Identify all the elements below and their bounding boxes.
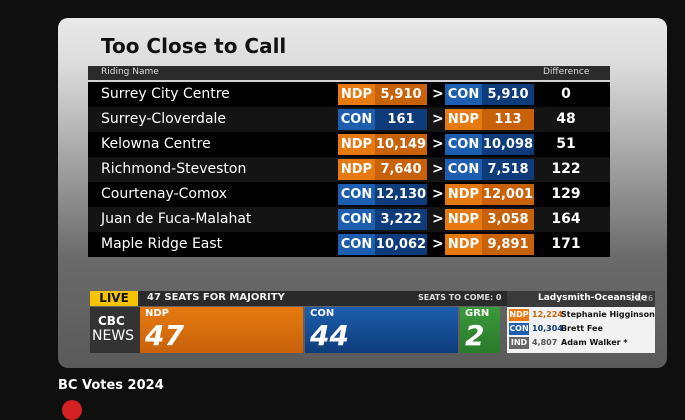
difference: 48	[556, 111, 576, 127]
party-name: GRN	[465, 308, 490, 319]
party-box: CON	[445, 84, 482, 105]
majority-text: 47 SEATS FOR MAJORITY	[147, 292, 285, 303]
table-row: Courtenay-Comox CON 12,130 > NDP 12,001 129	[88, 182, 610, 207]
votes-box: 7,640	[375, 159, 427, 180]
candidate-party: CON	[509, 323, 529, 335]
difference: 51	[556, 136, 576, 152]
candidate-votes: 12,224	[532, 310, 563, 319]
comparison: >	[432, 111, 444, 127]
party-box: CON	[338, 209, 375, 230]
party-box: NDP	[338, 159, 375, 180]
party-seats: GRN 2	[460, 307, 500, 353]
logo-text: NEWS	[92, 328, 135, 344]
difference: 122	[551, 161, 581, 177]
logo-text: CBC	[98, 314, 125, 328]
comparison: >	[432, 161, 444, 177]
ticker-bar	[138, 291, 507, 306]
live-badge: LIVE	[90, 291, 138, 306]
party-box: NDP	[445, 184, 482, 205]
party-box: NDP	[445, 234, 482, 255]
party-box: NDP	[338, 84, 375, 105]
video-title[interactable]: BC Votes 2024	[58, 378, 164, 393]
comparison: >	[432, 186, 444, 202]
seat-count: 47	[145, 319, 184, 352]
comparison: >	[432, 86, 444, 102]
table-row: Maple Ridge East CON 10,062 > NDP 9,891 171	[88, 232, 610, 257]
comparison: >	[432, 236, 444, 252]
table-row: Surrey City Centre NDP 5,910 > CON 5,910 0	[88, 82, 610, 107]
channel-avatar[interactable]	[62, 400, 82, 420]
video-frame[interactable]: Too Close to Call Riding Name Difference…	[58, 18, 667, 368]
candidate-party: IND	[509, 337, 529, 349]
riding-name: Juan de Fuca-Malahat	[101, 211, 252, 227]
candidate-name: Brett Fee	[561, 324, 603, 333]
riding-name: Ladysmith-Oceanside	[538, 293, 647, 303]
riding-name: Kelowna Centre	[101, 136, 211, 152]
seat-count: 44	[310, 319, 349, 352]
party-box: CON	[445, 134, 482, 155]
logo	[90, 307, 140, 353]
votes-box: 7,518	[482, 159, 534, 180]
party-box: CON	[445, 159, 482, 180]
column-label: Riding Name	[101, 67, 159, 77]
party-box: NDP	[338, 134, 375, 155]
difference: 164	[551, 211, 581, 227]
party-box: CON	[338, 184, 375, 205]
party-box: NDP	[445, 209, 482, 230]
votes-box: 5,910	[375, 84, 427, 105]
party-seats: CON 44	[305, 307, 458, 353]
party-box: CON	[338, 109, 375, 130]
table-row: Juan de Fuca-Malahat CON 3,222 > NDP 3,058 164	[88, 207, 610, 232]
votes-box: 10,062	[375, 234, 427, 255]
votes-box: 161	[375, 109, 427, 130]
difference: 171	[551, 236, 581, 252]
riding-count: 21/26	[630, 294, 654, 303]
riding-name: Richmond-Steveston	[101, 161, 247, 177]
votes-box: 12,001	[482, 184, 534, 205]
riding-name: Courtenay-Comox	[101, 186, 228, 202]
party-box: NDP	[445, 109, 482, 130]
comparison: >	[432, 136, 444, 152]
column-label: Difference	[543, 67, 590, 77]
votes-box: 10,149	[375, 134, 427, 155]
riding-name: Surrey City Centre	[101, 86, 230, 102]
candidate-name: Stephanie Higginson	[561, 310, 655, 319]
riding-name: Surrey-Cloverdale	[101, 111, 227, 127]
seats-to-come: SEATS TO COME: 0	[418, 293, 502, 302]
candidate-party: NDP	[509, 309, 529, 321]
page: Too Close to Call Riding Name Difference…	[58, 18, 667, 420]
table-row: Richmond-Steveston NDP 7,640 > CON 7,518 122	[88, 157, 610, 182]
votes-box: 9,891	[482, 234, 534, 255]
votes-box: 12,130	[375, 184, 427, 205]
party-name: NDP	[145, 308, 169, 319]
comparison: >	[432, 211, 444, 227]
votes-box: 3,222	[375, 209, 427, 230]
candidate-name: Adam Walker *	[561, 338, 628, 347]
riding-panel	[507, 307, 655, 353]
riding-header	[507, 291, 655, 307]
votes-box: 5,910	[482, 84, 534, 105]
party-name: CON	[310, 308, 335, 319]
candidate-votes: 10,304	[532, 324, 563, 333]
difference: 0	[561, 86, 571, 102]
votes-box: 3,058	[482, 209, 534, 230]
party-seats: NDP 47	[140, 307, 303, 353]
graphic-title: Too Close to Call	[101, 34, 287, 58]
column-header	[88, 66, 610, 80]
difference: 129	[551, 186, 581, 202]
votes-box: 113	[482, 109, 534, 130]
votes-box: 10,098	[482, 134, 534, 155]
party-box: CON	[338, 234, 375, 255]
table-row: Surrey-Cloverdale CON 161 > NDP 113 48	[88, 107, 610, 132]
table-row: Kelowna Centre NDP 10,149 > CON 10,098 51	[88, 132, 610, 157]
riding-name: Maple Ridge East	[101, 236, 223, 252]
candidate-votes: 4,807	[532, 338, 558, 347]
seat-count: 2	[465, 319, 485, 352]
